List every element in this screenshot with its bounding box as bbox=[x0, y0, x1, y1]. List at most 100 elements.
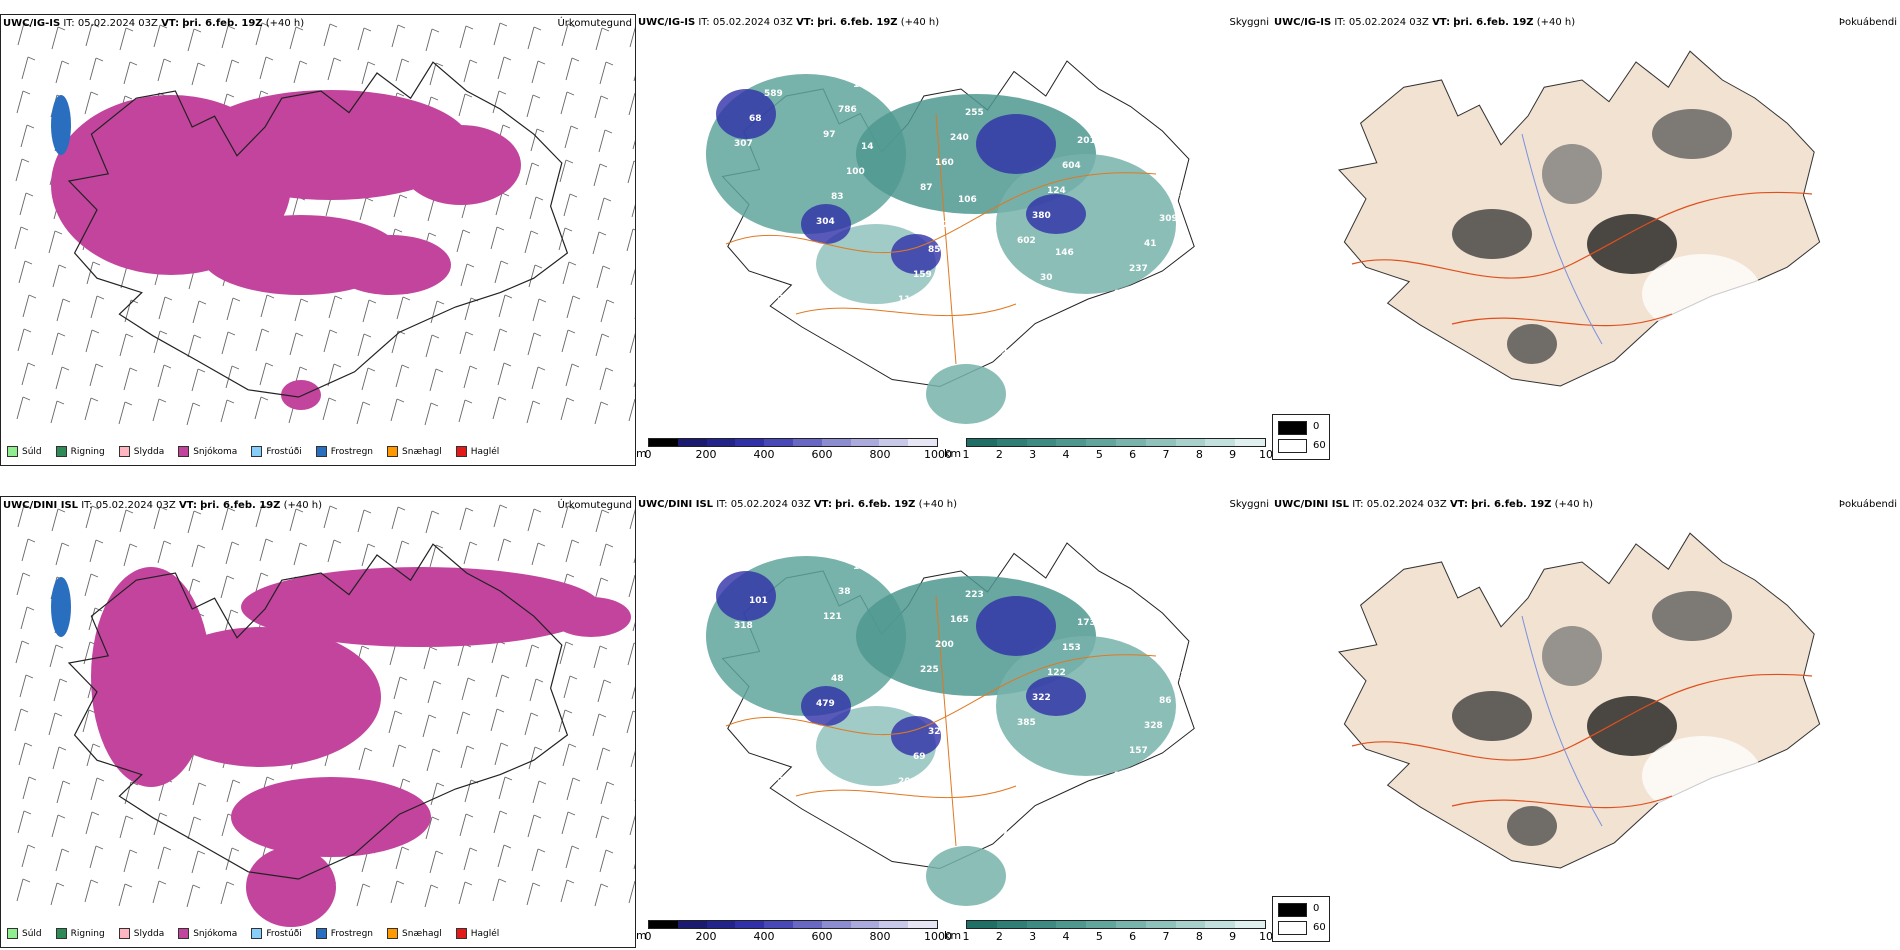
visibility-value-label: 173 bbox=[1077, 618, 1096, 628]
legend-swatch bbox=[118, 928, 130, 939]
colorbar-cell bbox=[735, 439, 765, 446]
colorbar-cell bbox=[1235, 439, 1265, 446]
panel-title: UWC/IG-IS IT: 05.02.2024 03Z VT: þri. 6.… bbox=[3, 18, 305, 29]
legend-swatch bbox=[118, 446, 130, 457]
terrain-height-area bbox=[1026, 194, 1086, 234]
legend-item: Súld bbox=[7, 446, 42, 457]
visibility-value-label: 927 bbox=[1114, 289, 1133, 299]
visibility-map: 168 97 87 602 927 242 786 160 380 237 202 183 240 124… bbox=[706, 60, 1208, 424]
legend-item: Rigning bbox=[55, 446, 105, 457]
colorbar-tick: 200 bbox=[695, 448, 717, 461]
visibility-value-label: 223 bbox=[965, 590, 984, 600]
visibility-value-label: 235 bbox=[943, 220, 962, 230]
fog-index-area bbox=[1642, 736, 1762, 816]
legend-item: Haglél bbox=[455, 446, 499, 457]
colorbar-cell bbox=[850, 921, 880, 928]
colorbar-cell bbox=[967, 439, 997, 446]
colorbar-tick: 5 bbox=[1095, 448, 1103, 461]
colorbar-tick: 2 bbox=[995, 448, 1003, 461]
visibility-value-label: 69 bbox=[1092, 111, 1105, 121]
land-area bbox=[1338, 532, 1821, 869]
colorbar-cell bbox=[792, 921, 822, 928]
visibility-value-label: 328 bbox=[928, 727, 947, 737]
panel-title: UWC/DINI ISL IT: 05.02.2024 03Z VT: þri.… bbox=[638, 499, 958, 510]
visibility-value-label: 206 bbox=[1114, 771, 1133, 781]
legend-swatch bbox=[55, 446, 67, 457]
snowfall-area bbox=[141, 627, 381, 767]
colorbar-tick: 600 bbox=[811, 930, 833, 943]
legend-item: Haglél bbox=[455, 928, 499, 939]
visibility-value-label: 479 bbox=[816, 699, 835, 709]
panel-title: UWC/IG-IS IT: 05.02.2024 03Z VT: þri. 6.… bbox=[638, 17, 940, 28]
colorbar-cell bbox=[1056, 439, 1087, 446]
colorbar-cell bbox=[1086, 439, 1116, 446]
colorbar-cell bbox=[996, 921, 1027, 928]
terrain-height-area bbox=[891, 234, 941, 274]
fog-legend-high: 60 bbox=[1313, 922, 1326, 933]
fog-legend: 0 60 bbox=[1272, 414, 1330, 460]
colorbar-tick: 800 bbox=[869, 448, 891, 461]
panel-variable-title: Þokuábendi bbox=[1838, 17, 1897, 28]
colorbar-tick: 8 bbox=[1195, 930, 1203, 943]
visibility-value-label: 121 bbox=[823, 612, 842, 622]
visibility-value-label: 166 bbox=[1025, 780, 1044, 790]
legend-item: Súld bbox=[7, 928, 42, 939]
legend-label: Rigning bbox=[70, 928, 105, 939]
distance-unit-label: km bbox=[944, 447, 962, 460]
height-colorbar: 0 200 400 600 800 1000 bbox=[645, 920, 952, 943]
visibility-value-label: 309 bbox=[1159, 214, 1178, 224]
legend-swatch bbox=[387, 446, 399, 457]
snowfall-area bbox=[281, 380, 321, 410]
visibility-value-label: 202 bbox=[756, 317, 775, 327]
colorbar-cell bbox=[1115, 921, 1146, 928]
low-visibility-area bbox=[926, 846, 1006, 906]
visibility-value-label: 334 bbox=[1137, 326, 1156, 336]
visibility-value-label: 602 bbox=[1017, 236, 1036, 246]
colorbar-cell bbox=[879, 921, 909, 928]
colorbar-cell bbox=[1145, 439, 1176, 446]
snowfall-area bbox=[401, 125, 521, 205]
panel-variable-title: Úrkomutegund bbox=[557, 18, 632, 29]
legend-item: Frostúði bbox=[251, 928, 302, 939]
legend-swatch bbox=[7, 446, 18, 457]
visibility-value-label: 165 bbox=[950, 615, 969, 625]
visibility-value-label: 201 bbox=[898, 777, 917, 787]
visibility-value-label: 380 bbox=[1032, 211, 1051, 221]
freezing-rain-area bbox=[51, 95, 71, 155]
visibility-value-label: 68 bbox=[749, 114, 762, 124]
fog-legend-low: 0 bbox=[1313, 421, 1320, 432]
colorbar-tick: 600 bbox=[811, 448, 833, 461]
fog-panel-row1: UWC/IG-IS IT: 05.02.2024 03Z VT: þri. 6.… bbox=[1272, 14, 1900, 466]
visibility-value-label: 240 bbox=[950, 133, 969, 143]
terrain-height-area bbox=[976, 114, 1056, 174]
colorbar-cell bbox=[1086, 921, 1116, 928]
visibility-value-label: 301 bbox=[801, 724, 820, 734]
fog-legend-low: 0 bbox=[1313, 903, 1320, 914]
road-network bbox=[725, 113, 1157, 365]
snowfall-area bbox=[191, 90, 471, 200]
colorbar-cell bbox=[1205, 439, 1236, 446]
panel-title: UWC/IG-IS IT: 05.02.2024 03Z VT: þri. 6.… bbox=[1274, 17, 1576, 28]
fog-legend-high: 60 bbox=[1313, 440, 1326, 451]
visibility-value-label: 252 bbox=[771, 292, 790, 302]
visibility-value-label: 85 bbox=[928, 245, 941, 255]
colorbar-tick: 400 bbox=[753, 448, 775, 461]
colorbar-cell bbox=[908, 921, 937, 928]
colorbar-tick: 400 bbox=[753, 930, 775, 943]
colorbar-cell bbox=[1026, 439, 1057, 446]
low-visibility-area bbox=[996, 636, 1176, 776]
colorbar-cell bbox=[649, 921, 678, 928]
visibility-value-label: 38 bbox=[838, 587, 851, 597]
fog-index-area bbox=[1542, 626, 1602, 686]
colorbar-tick: 800 bbox=[869, 930, 891, 943]
panel-variable-title: Skyggni bbox=[1229, 499, 1269, 510]
visibility-value-label: 200 bbox=[935, 640, 954, 650]
visibility-value-label: 185 bbox=[1122, 833, 1141, 843]
height-unit-label: m bbox=[636, 447, 647, 460]
visibility-value-label: 106 bbox=[726, 559, 745, 569]
visibility-value-label: 153 bbox=[1062, 643, 1081, 653]
visibility-value-label: 182 bbox=[1122, 351, 1141, 361]
colorbar-cell bbox=[735, 921, 765, 928]
visibility-value-label: 355 bbox=[868, 345, 887, 355]
colorbar-tick: 200 bbox=[695, 930, 717, 943]
